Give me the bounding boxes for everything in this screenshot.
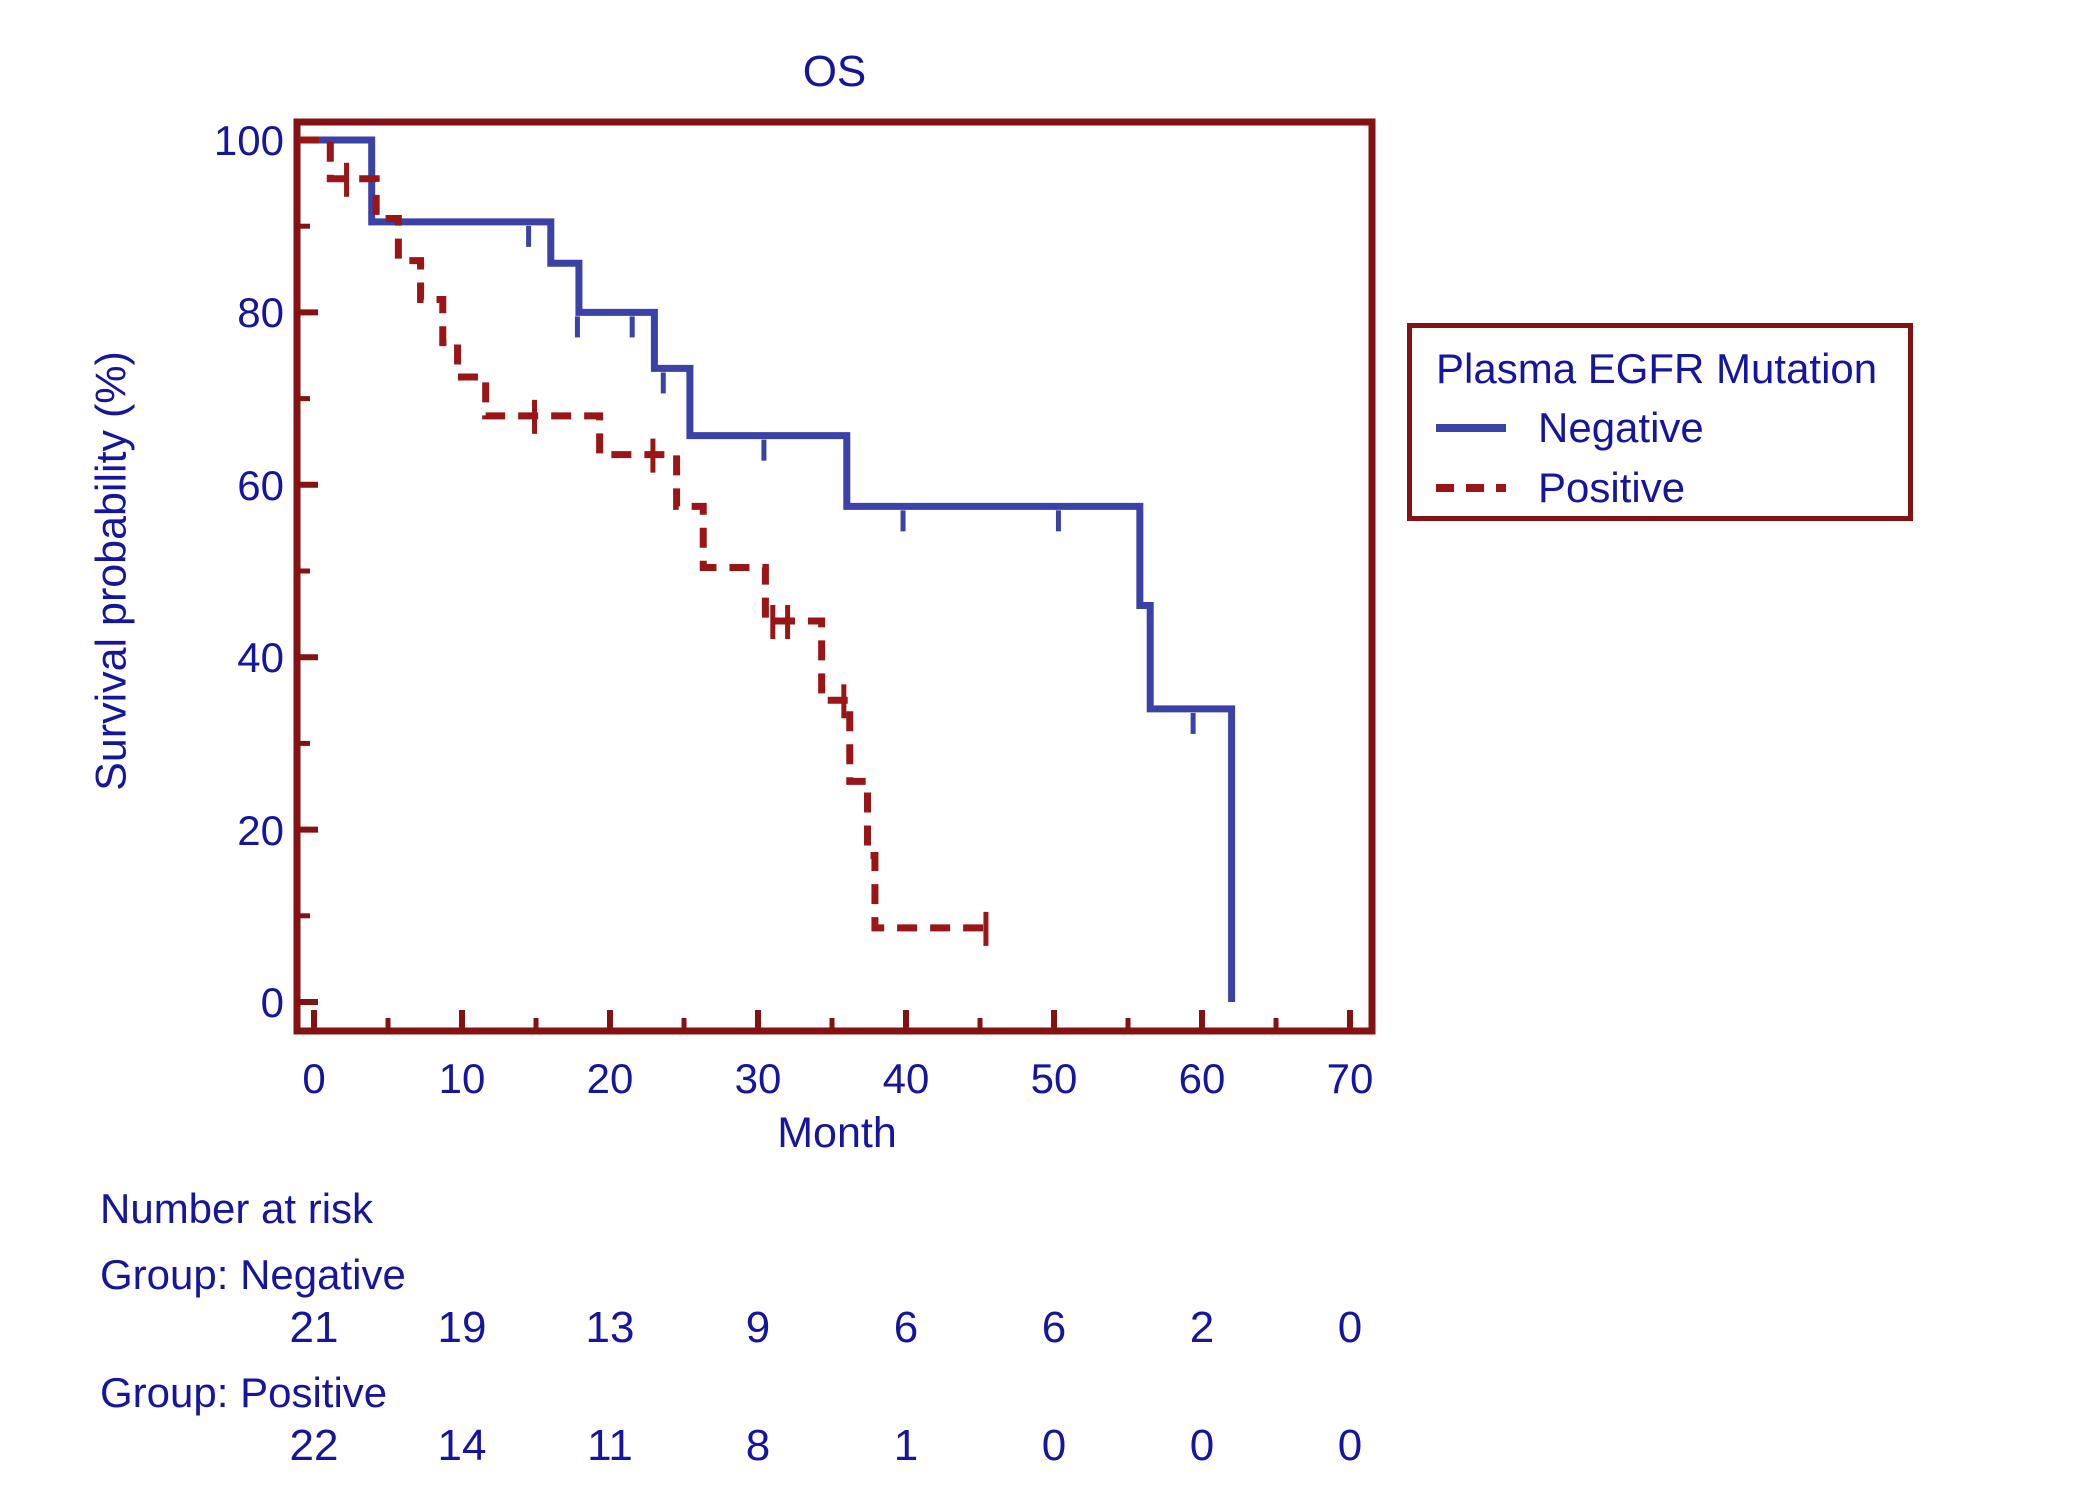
risk-count-positive: 22 (289, 1421, 339, 1470)
y-axis-title: Survival probability (%) (87, 351, 136, 791)
legend-title: Plasma EGFR Mutation (1436, 345, 1878, 392)
risk-table-header: Number at risk (100, 1185, 374, 1232)
risk-group-negative-label: Group: Negative (100, 1251, 406, 1298)
risk-count-positive: 1 (893, 1421, 919, 1470)
risk-count-negative: 9 (745, 1303, 771, 1352)
survival-curve-negative (299, 136, 1236, 1002)
risk-count-negative: 19 (437, 1303, 487, 1352)
positive-dashed-line-swatch (1436, 484, 1506, 492)
x-tick-label: 20 (586, 1055, 634, 1102)
legend-row-positive: Positive (1436, 466, 1908, 510)
legend-label-negative: Negative (1538, 404, 1704, 451)
risk-count-negative: 6 (893, 1303, 919, 1352)
y-tick-label: 40 (237, 634, 284, 682)
legend-label-positive: Positive (1538, 464, 1686, 511)
risk-count-positive: 0 (1337, 1421, 1363, 1470)
x-tick-label: 30 (734, 1055, 782, 1102)
risk-count-negative: 2 (1189, 1303, 1215, 1352)
negative-solid-line-swatch (1436, 424, 1506, 432)
chart-title: OS (802, 47, 867, 96)
risk-count-negative: 21 (289, 1303, 339, 1352)
y-tick-label: 80 (237, 289, 284, 337)
x-tick-label: 40 (882, 1055, 930, 1102)
y-tick-label: 60 (237, 461, 284, 509)
x-tick-label: 70 (1326, 1055, 1374, 1102)
risk-count-positive: 11 (587, 1421, 633, 1470)
survival-curve-positive (299, 136, 986, 932)
risk-count-negative: 6 (1041, 1303, 1067, 1352)
plot-frame (293, 118, 1376, 1035)
risk-count-positive: 0 (1189, 1421, 1215, 1470)
legend-row-negative: Negative (1436, 406, 1908, 450)
y-tick-label: 100 (213, 117, 284, 164)
risk-count-positive: 0 (1041, 1421, 1067, 1470)
y-tick-label: 20 (237, 806, 284, 854)
legend: Plasma EGFR Mutation Negative Positive (1407, 323, 1913, 521)
x-axis-title: Month (777, 1109, 897, 1157)
y-tick-label: 0 (260, 979, 284, 1026)
x-tick-label: 10 (438, 1055, 486, 1102)
x-tick-label: 60 (1178, 1055, 1226, 1102)
risk-count-negative: 0 (1337, 1303, 1363, 1352)
x-tick-label: 50 (1030, 1055, 1078, 1102)
risk-group-positive-label: Group: Positive (100, 1369, 388, 1416)
risk-count-positive: 14 (437, 1421, 487, 1470)
risk-count-negative: 13 (585, 1303, 635, 1352)
risk-count-positive: 8 (745, 1421, 771, 1470)
x-tick-label: 0 (302, 1055, 326, 1102)
